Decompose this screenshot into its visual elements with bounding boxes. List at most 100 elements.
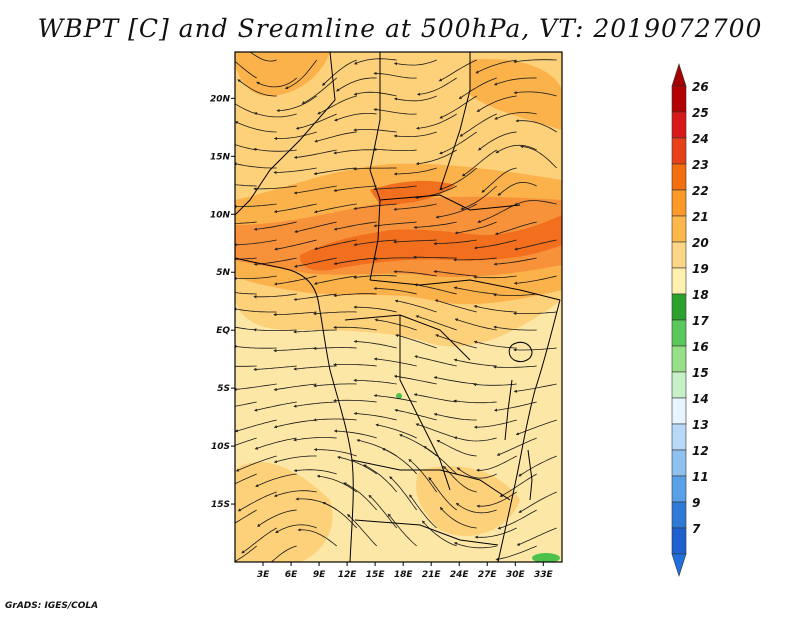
colorbar: 26 25 24 23 22 21 20 19 18 17 16 15 14 13 12 11 9 7 bbox=[671, 63, 709, 577]
streamline bbox=[416, 77, 457, 96]
streamline bbox=[520, 145, 557, 169]
border-north-2 bbox=[369, 52, 381, 281]
colorbar-swatch bbox=[671, 163, 687, 191]
streamline bbox=[235, 121, 277, 133]
streamline bbox=[353, 305, 397, 313]
streamline bbox=[253, 401, 297, 412]
border-horiz-1 bbox=[379, 194, 521, 211]
colorbar-swatch bbox=[671, 371, 687, 399]
streamline bbox=[254, 437, 297, 450]
streamline bbox=[333, 149, 377, 155]
streamline bbox=[235, 383, 277, 391]
lat-label: 20N bbox=[210, 94, 231, 104]
streamline bbox=[293, 329, 337, 334]
streamline bbox=[313, 383, 357, 388]
streamline bbox=[421, 520, 457, 547]
streamline bbox=[235, 307, 277, 313]
streamline bbox=[363, 464, 398, 493]
colorbar-label: 26 bbox=[692, 80, 709, 94]
colorbar-label: 24 bbox=[692, 132, 709, 146]
streamline bbox=[416, 113, 457, 130]
streamline bbox=[393, 59, 437, 66]
streamline bbox=[373, 108, 417, 115]
streamline bbox=[373, 286, 417, 295]
streamline bbox=[453, 542, 497, 549]
streamline bbox=[235, 437, 257, 446]
streamline bbox=[314, 131, 357, 143]
streamline bbox=[439, 506, 477, 529]
streamline bbox=[313, 167, 357, 176]
border-south-2 bbox=[354, 519, 499, 546]
streamline bbox=[235, 365, 257, 367]
streamline bbox=[393, 167, 437, 176]
streamline bbox=[241, 527, 277, 554]
colorbar-swatch bbox=[671, 475, 687, 503]
lon-label: 21E bbox=[422, 570, 442, 580]
streamline bbox=[316, 474, 357, 493]
colorbar-swatch bbox=[671, 267, 687, 295]
streamline bbox=[393, 131, 437, 138]
streamline bbox=[235, 60, 257, 79]
streamline bbox=[301, 77, 337, 104]
streamline bbox=[253, 365, 297, 371]
colorbar-label: 19 bbox=[692, 262, 709, 276]
streamline bbox=[493, 257, 537, 266]
streamline bbox=[235, 473, 257, 485]
streamline bbox=[235, 203, 277, 209]
streamline bbox=[475, 59, 517, 74]
streamline bbox=[253, 112, 297, 118]
streamline bbox=[293, 149, 337, 159]
streamline bbox=[276, 95, 317, 113]
wbpt-shading bbox=[235, 52, 562, 562]
streamline bbox=[293, 185, 337, 195]
streamline bbox=[461, 149, 497, 177]
streamline bbox=[453, 399, 497, 404]
lon-label: 27E bbox=[478, 570, 498, 580]
streamline bbox=[433, 412, 477, 421]
streamline bbox=[353, 239, 397, 247]
streamline bbox=[433, 239, 477, 246]
streamline bbox=[333, 185, 377, 193]
streamline bbox=[476, 455, 517, 472]
colorbar-label: 13 bbox=[692, 418, 709, 432]
streamline bbox=[460, 185, 497, 211]
lake-tanganyika bbox=[504, 379, 513, 441]
streamline bbox=[435, 334, 477, 349]
colorbar-label: 23 bbox=[692, 158, 709, 172]
wbpt-region-23 bbox=[299, 215, 562, 271]
streamline bbox=[476, 491, 517, 508]
streamline bbox=[435, 203, 477, 219]
border-north-3 bbox=[439, 52, 471, 191]
border-horiz-2 bbox=[369, 279, 561, 301]
colorbar-swatch bbox=[671, 501, 687, 529]
lat-label: 10N bbox=[210, 210, 231, 220]
streamline bbox=[353, 412, 397, 421]
streamline bbox=[473, 239, 517, 250]
colorbar-swatch bbox=[671, 423, 687, 451]
streamline bbox=[273, 347, 317, 353]
wbpt-region-20-southeast bbox=[416, 466, 520, 536]
border-central-2 bbox=[399, 315, 451, 491]
streamline bbox=[496, 437, 537, 456]
streamline bbox=[453, 257, 497, 262]
streamline bbox=[415, 315, 457, 331]
streamline bbox=[235, 103, 257, 115]
streamline bbox=[253, 293, 297, 299]
colorbar-swatch bbox=[671, 293, 687, 321]
streamline bbox=[516, 527, 557, 546]
colorbar-swatch bbox=[671, 319, 687, 347]
streamline bbox=[495, 545, 537, 561]
streamline bbox=[321, 59, 357, 86]
colorbar-swatch bbox=[671, 527, 687, 555]
lon-label: 6E bbox=[285, 570, 298, 580]
streamline bbox=[235, 162, 277, 169]
streamline bbox=[353, 275, 397, 279]
colorbar-label: 17 bbox=[692, 314, 709, 328]
streamline bbox=[373, 185, 417, 191]
streamline bbox=[256, 509, 297, 527]
streamline bbox=[353, 167, 397, 171]
streamline bbox=[333, 221, 377, 231]
streamline bbox=[253, 221, 297, 231]
streamline bbox=[473, 275, 517, 279]
